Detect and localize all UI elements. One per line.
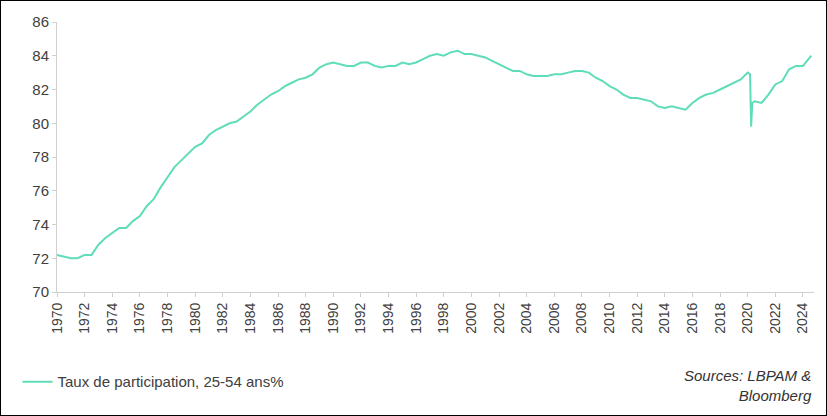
svg-text:2004: 2004 (518, 302, 534, 333)
svg-text:2020: 2020 (739, 302, 755, 333)
svg-text:2010: 2010 (601, 302, 617, 333)
svg-text:1986: 1986 (270, 302, 286, 333)
svg-text:84: 84 (32, 47, 49, 64)
svg-text:1984: 1984 (242, 302, 258, 333)
svg-text:1990: 1990 (325, 302, 341, 333)
svg-text:1980: 1980 (187, 302, 203, 333)
svg-text:2002: 2002 (491, 302, 507, 333)
svg-text:1978: 1978 (159, 302, 175, 333)
svg-text:1970: 1970 (49, 302, 65, 333)
svg-text:1976: 1976 (131, 302, 147, 333)
svg-text:72: 72 (32, 250, 49, 267)
svg-text:70: 70 (32, 283, 49, 300)
svg-text:1972: 1972 (76, 302, 92, 333)
svg-text:82: 82 (32, 81, 49, 98)
svg-text:2024: 2024 (795, 302, 811, 333)
svg-text:76: 76 (32, 182, 49, 199)
svg-text:2000: 2000 (463, 302, 479, 333)
svg-text:1994: 1994 (380, 302, 396, 333)
svg-text:86: 86 (32, 13, 49, 30)
svg-text:1974: 1974 (104, 302, 120, 333)
svg-text:1982: 1982 (214, 302, 230, 333)
svg-text:2016: 2016 (684, 302, 700, 333)
svg-text:Taux de participation, 25-54 a: Taux de participation, 25-54 ans% (58, 373, 284, 390)
svg-text:Sources: LBPAM &Bloomberg: Sources: LBPAM &Bloomberg (684, 367, 812, 404)
svg-text:2014: 2014 (656, 302, 672, 333)
svg-text:1996: 1996 (408, 302, 424, 333)
svg-text:2012: 2012 (629, 302, 645, 333)
svg-text:1998: 1998 (435, 302, 451, 333)
svg-text:2006: 2006 (546, 302, 562, 333)
svg-text:80: 80 (32, 115, 49, 132)
svg-text:2018: 2018 (712, 302, 728, 333)
svg-text:2008: 2008 (573, 302, 589, 333)
svg-text:1992: 1992 (352, 302, 368, 333)
svg-text:74: 74 (32, 216, 49, 233)
svg-text:78: 78 (32, 148, 49, 165)
svg-text:2022: 2022 (767, 302, 783, 333)
svg-text:1988: 1988 (297, 302, 313, 333)
